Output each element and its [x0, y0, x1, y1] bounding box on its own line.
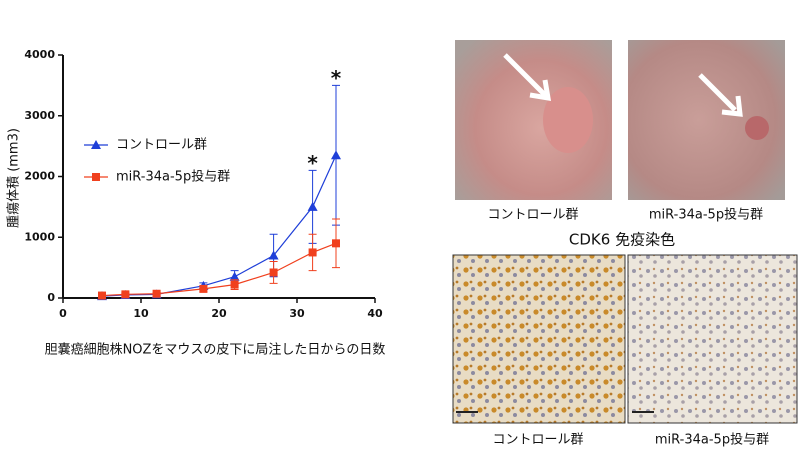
data-point — [98, 291, 106, 300]
x-axis-label: 胆嚢癌細胞株NOZをマウスの皮下に局注した日からの日数 — [45, 342, 386, 358]
stain-label: コントロール群 — [492, 433, 583, 448]
data-point — [268, 250, 279, 260]
photo-label: コントロール群 — [487, 208, 578, 223]
x-tick-label: 30 — [289, 307, 305, 320]
photo-label: miR-34a-5p投与群 — [649, 207, 763, 223]
photo-treated — [628, 40, 785, 200]
x-tick-label: 40 — [367, 307, 383, 320]
legend-marker — [92, 173, 100, 181]
legend-marker — [91, 140, 101, 149]
data-point — [121, 290, 130, 299]
legend-label: miR-34a-5p投与群 — [116, 169, 230, 185]
data-point — [331, 150, 341, 160]
x-tick-label: 0 — [59, 307, 67, 320]
data-point — [199, 284, 208, 293]
stain-control — [452, 254, 626, 424]
plot: 0 1000 2000 3000 4000 0 10 20 30 40 コントロール群 miR-34a… — [24, 48, 383, 320]
stain-title: CDK6 免疫染色 — [569, 231, 675, 249]
data-point — [308, 248, 317, 257]
x-tick-label: 20 — [211, 307, 227, 320]
significance-mark: * — [331, 66, 342, 90]
series-line — [101, 242, 337, 297]
data-point — [332, 239, 340, 248]
y-tick-label: 2000 — [24, 170, 55, 183]
legend-label: コントロール群 — [116, 138, 207, 153]
series-line — [101, 154, 337, 297]
y-tick-label: 4000 — [24, 48, 55, 61]
y-axis-label: 腫瘍体積 (mm3) — [6, 128, 22, 228]
photo-control — [455, 40, 612, 200]
stain-label: miR-34a-5p投与群 — [655, 432, 769, 448]
data-point — [152, 289, 161, 298]
x-tick-label: 10 — [133, 307, 149, 320]
data-point — [230, 280, 239, 289]
y-tick-label: 0 — [47, 291, 55, 304]
y-tick-label: 1000 — [24, 230, 55, 243]
significance-mark: * — [307, 151, 318, 175]
y-tick-label: 3000 — [24, 109, 55, 122]
data-point — [307, 201, 318, 211]
data-point — [229, 271, 240, 281]
data-point — [269, 268, 278, 277]
stain-treated — [627, 254, 798, 424]
